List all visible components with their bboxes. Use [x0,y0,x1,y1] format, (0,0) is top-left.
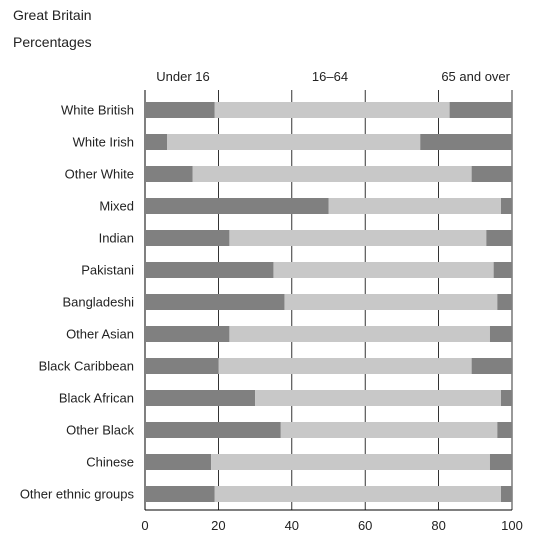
bar-segment [255,390,501,406]
bar-segment [420,134,512,150]
bar-segment [145,486,215,502]
x-tick-label: 60 [358,518,372,533]
category-label: Other ethnic groups [20,487,135,502]
bar-segment [218,358,472,374]
bar-segment [145,390,256,406]
bar-segment [449,102,512,118]
bar-segment [145,198,329,214]
bar-segment [192,166,472,182]
bar-segment [167,134,421,150]
category-label: Bangladeshi [62,295,134,310]
bar-segment [497,294,512,310]
bar-segment [214,486,501,502]
category-label: Chinese [86,455,134,470]
x-tick-label: 20 [211,518,225,533]
x-tick-label: 80 [431,518,445,533]
category-label: White Irish [73,135,134,150]
bar-segment [145,230,230,246]
category-label: Other Black [66,423,134,438]
bar-segment [145,166,193,182]
x-tick-label: 40 [285,518,299,533]
bar-segment [471,166,512,182]
category-label: Other Asian [66,327,134,342]
bar-segment [273,262,494,278]
category-label: Black Caribbean [39,359,134,374]
category-label: Indian [99,231,134,246]
bar-segment [145,454,212,470]
bar-segment [489,454,512,470]
bar-segment [284,294,498,310]
bar-segment [145,262,274,278]
bar-segment [145,358,219,374]
bar-segment [471,358,512,374]
bar-segment [328,198,501,214]
chart-subtitle: Percentages [13,34,92,50]
category-label: White British [61,103,134,118]
x-tick-label: 100 [501,518,523,533]
chart-title: Great Britain [13,7,92,23]
bar-segment [229,326,490,342]
bar-segment [229,230,487,246]
bar-segment [145,326,230,342]
bar-segment [145,294,285,310]
category-label: Pakistani [81,263,134,278]
bar-segment [500,198,512,214]
bar-segment [497,422,512,438]
legend-label: 16–64 [312,69,348,84]
x-tick-label: 0 [141,518,148,533]
bar-segment [486,230,512,246]
bar-segment [500,486,512,502]
bar-segment [214,102,450,118]
bar-segment [280,422,498,438]
bar-segment [489,326,512,342]
bar-segment [493,262,512,278]
category-label: Black African [59,391,134,406]
legend-label: Under 16 [156,69,209,84]
bar-segment [145,134,168,150]
bar-segment [145,102,215,118]
category-label: Other White [65,167,134,182]
bar-segment [500,390,512,406]
category-label: Mixed [99,199,134,214]
legend-label: 65 and over [441,69,510,84]
bar-segment [145,422,281,438]
bar-segment [211,454,490,470]
